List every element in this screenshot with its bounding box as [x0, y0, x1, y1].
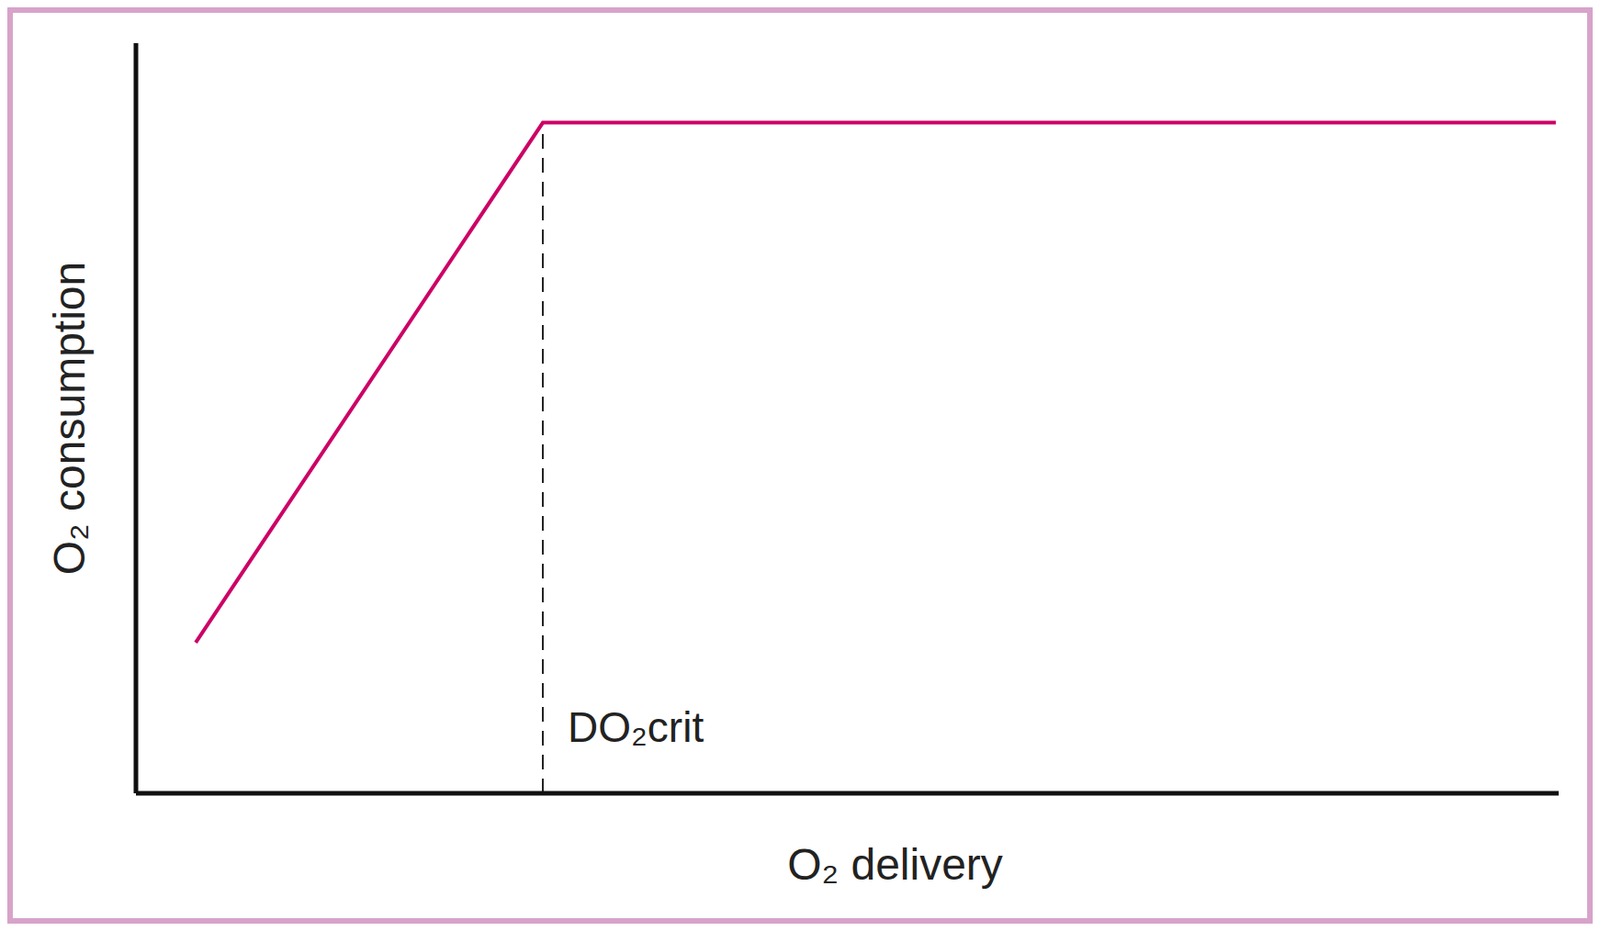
svg-text:DO₂crit: DO₂crit	[567, 703, 704, 752]
svg-text:O₂ consumption: O₂ consumption	[45, 261, 94, 575]
svg-text:O₂ delivery: O₂ delivery	[787, 840, 1003, 890]
